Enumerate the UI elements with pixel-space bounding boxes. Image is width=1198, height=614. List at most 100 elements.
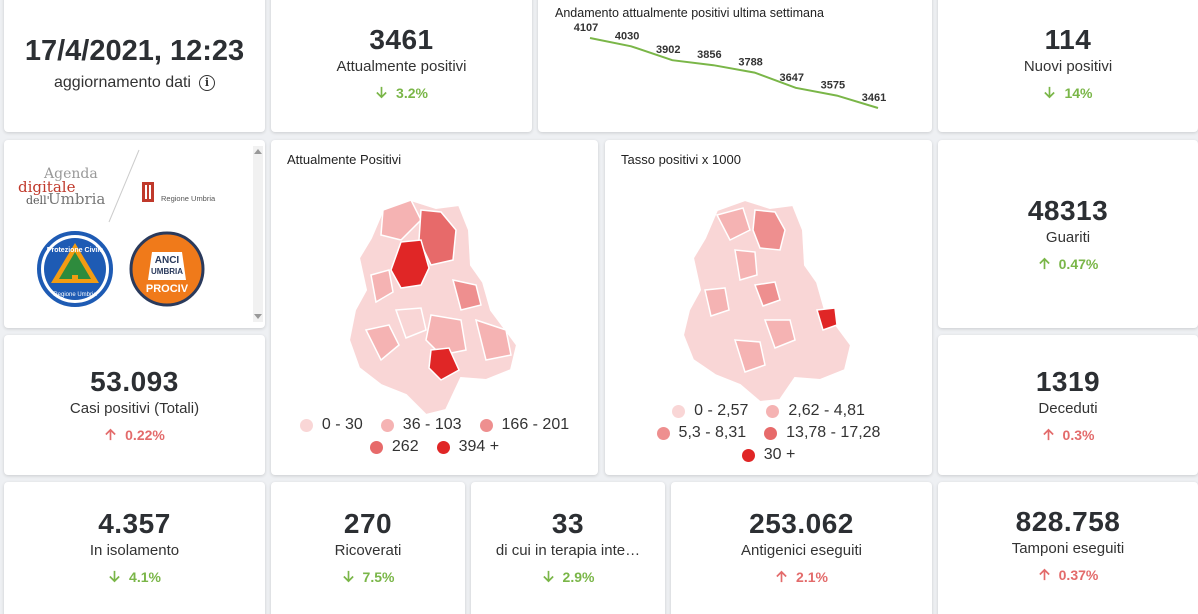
kpi-value: 828.758 bbox=[1015, 505, 1121, 537]
kpi-label: di cui in terapia inte… bbox=[495, 541, 641, 559]
kpi-value: 33 bbox=[551, 507, 585, 539]
data-label: 3647 bbox=[779, 72, 803, 84]
svg-text:dell': dell' bbox=[26, 194, 50, 207]
logos-scrollbar[interactable] bbox=[253, 146, 263, 322]
kpi-label: Tamponi eseguiti bbox=[1011, 539, 1125, 557]
legend-item[interactable]: 0 - 30 bbox=[299, 416, 363, 434]
legend-item[interactable]: 36 - 103 bbox=[380, 416, 462, 434]
update-date: 17/4/2021, 12:23 bbox=[24, 34, 245, 67]
legend-item[interactable]: 262 bbox=[369, 438, 419, 456]
legend-label: 166 - 201 bbox=[501, 416, 570, 433]
legend-item[interactable]: 13,78 - 17,28 bbox=[764, 424, 880, 442]
data-label: 4030 bbox=[615, 30, 639, 42]
legend-item[interactable]: 0 - 2,57 bbox=[672, 402, 748, 420]
arrow-down-icon bbox=[376, 86, 387, 99]
data-label: 3902 bbox=[656, 44, 680, 56]
arrow-down-icon bbox=[542, 570, 554, 583]
kpi-change: 3.2% bbox=[375, 85, 428, 101]
legend-swatch bbox=[369, 440, 383, 454]
kpi-change-value: 7.5% bbox=[362, 568, 395, 585]
arrow-up-icon bbox=[1042, 428, 1054, 441]
arrow-up-icon bbox=[1038, 257, 1050, 270]
chart-title: Andamento attualmente positivi ultima se… bbox=[555, 6, 824, 20]
kpi-value: 3461 bbox=[369, 23, 434, 55]
update-label: aggiornamento dati bbox=[54, 73, 191, 91]
kpi-value: 53.093 bbox=[90, 365, 179, 397]
kpi-change-value: 14% bbox=[1064, 84, 1093, 101]
legend-swatch bbox=[741, 448, 755, 462]
legend-label: 36 - 103 bbox=[402, 416, 462, 433]
kpi-terapia-intensiva: 33 di cui in terapia inte… 2.9% bbox=[471, 482, 665, 614]
kpi-label: Deceduti bbox=[1038, 399, 1098, 417]
legend-swatch bbox=[766, 404, 780, 418]
kpi-change-value: 0.3% bbox=[1062, 426, 1095, 443]
data-label: 3856 bbox=[697, 49, 721, 61]
logo-divider bbox=[108, 149, 140, 223]
legend-item[interactable]: 5,3 - 8,31 bbox=[656, 424, 746, 442]
scroll-up-icon[interactable] bbox=[254, 149, 262, 154]
svg-text:Agenda: Agenda bbox=[43, 166, 98, 182]
logos-card: Agenda digitale dell' Umbria Regione Umb… bbox=[4, 140, 265, 328]
info-icon[interactable]: i bbox=[198, 74, 215, 91]
kpi-value: 270 bbox=[343, 507, 393, 539]
kpi-antigenici: 253.062 Antigenici eseguiti 2.1% bbox=[671, 482, 932, 614]
legend-swatch bbox=[436, 440, 450, 454]
agenda-digitale-logo: Agenda digitale dell' Umbria bbox=[18, 166, 105, 208]
kpi-label: Ricoverati bbox=[334, 541, 402, 559]
svg-text:digitale: digitale bbox=[18, 178, 76, 196]
protezione-civile-logo: Protezione Civile Regione Umbria bbox=[37, 231, 113, 307]
arrow-down-icon bbox=[1044, 86, 1056, 99]
legend-label: 262 bbox=[391, 438, 419, 455]
kpi-value: 1319 bbox=[1035, 365, 1101, 397]
svg-text:ANCI: ANCI bbox=[155, 255, 180, 266]
svg-text:Regione Umbria: Regione Umbria bbox=[53, 292, 97, 298]
map-card-positivi: Attualmente Positivi 0 - 30 36 - 103 166 -… bbox=[271, 140, 598, 475]
kpi-tamponi: 828.758 Tamponi eseguiti 0.37% bbox=[938, 482, 1198, 614]
map-title: Tasso positivi x 1000 bbox=[621, 152, 741, 167]
umbria-map-positivi[interactable] bbox=[271, 170, 598, 430]
kpi-change-value: 3.2% bbox=[396, 84, 428, 101]
kpi-attualmente-positivi: 3461 Attualmente positivi 3.2% bbox=[271, 0, 532, 132]
legend-swatch bbox=[672, 404, 686, 418]
svg-text:Protezione Civile: Protezione Civile bbox=[47, 247, 104, 254]
kpi-nuovi-positivi: 114 Nuovi positivi 14% bbox=[938, 0, 1198, 132]
legend-label: 2,62 - 4,81 bbox=[788, 402, 865, 419]
legend-swatch bbox=[479, 418, 493, 432]
kpi-ricoverati: 270 Ricoverati 7.5% bbox=[271, 482, 465, 614]
kpi-value: 48313 bbox=[1027, 194, 1109, 226]
scroll-down-icon[interactable] bbox=[254, 314, 262, 319]
legend-item[interactable]: 166 - 201 bbox=[479, 416, 570, 434]
legend-item[interactable]: 30 + bbox=[741, 446, 796, 464]
umbria-map-tasso[interactable] bbox=[605, 170, 932, 420]
legend-item[interactable]: 2,62 - 4,81 bbox=[766, 402, 865, 420]
kpi-change-value: 0.47% bbox=[1058, 255, 1099, 272]
kpi-change: 4.1% bbox=[108, 569, 161, 585]
kpi-deceduti: 1319 Deceduti 0.3% bbox=[938, 335, 1198, 475]
kpi-isolamento: 4.357 In isolamento 4.1% bbox=[4, 482, 265, 614]
arrow-up-icon bbox=[776, 570, 787, 583]
kpi-label: Antigenici eseguiti bbox=[741, 541, 862, 559]
update-card: 17/4/2021, 12:23 aggiornamento dati i bbox=[4, 0, 265, 132]
kpi-label: In isolamento bbox=[89, 541, 180, 559]
data-label: 3788 bbox=[738, 57, 762, 69]
legend-swatch bbox=[299, 418, 313, 432]
legend-label: 30 + bbox=[763, 446, 796, 463]
update-label-row: aggiornamento dati i bbox=[54, 74, 215, 92]
trend-series-line bbox=[589, 37, 879, 109]
kpi-change: 2.9% bbox=[542, 569, 594, 585]
kpi-change-value: 0.37% bbox=[1058, 566, 1099, 583]
map-title: Attualmente Positivi bbox=[287, 152, 402, 167]
kpi-label: Attualmente positivi bbox=[336, 57, 467, 75]
legend-label: 394 + bbox=[458, 438, 500, 455]
kpi-change-value: 0.22% bbox=[125, 426, 165, 443]
kpi-value: 114 bbox=[1044, 23, 1092, 55]
legend-swatch bbox=[764, 426, 778, 440]
kpi-label: Casi positivi (Totali) bbox=[69, 399, 200, 417]
logos-panel: Agenda digitale dell' Umbria Regione Umb… bbox=[18, 149, 216, 307]
legend-item[interactable]: 394 + bbox=[436, 438, 500, 456]
data-label: 4107 bbox=[574, 22, 598, 34]
arrow-down-icon bbox=[342, 570, 354, 583]
svg-text:Regione Umbria: Regione Umbria bbox=[161, 194, 216, 203]
kpi-change: 0.47% bbox=[1038, 255, 1099, 272]
kpi-casi-totali: 53.093 Casi positivi (Totali) 0.22% bbox=[4, 335, 265, 475]
